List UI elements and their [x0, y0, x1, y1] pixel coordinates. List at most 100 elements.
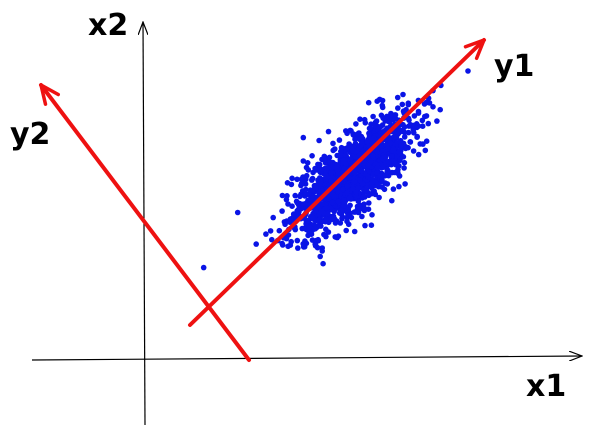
data-point	[357, 116, 363, 122]
data-point	[294, 208, 301, 214]
data-point	[373, 118, 380, 124]
data-point	[401, 165, 407, 171]
data-point	[407, 121, 414, 128]
data-point	[437, 106, 444, 113]
data-point	[382, 154, 389, 160]
y1-axis	[188, 38, 486, 327]
data-point	[359, 213, 365, 220]
data-point	[423, 113, 430, 119]
data-point	[299, 225, 306, 232]
data-point	[400, 91, 406, 98]
data-point	[410, 148, 417, 154]
data-point	[328, 216, 335, 223]
data-point	[306, 224, 312, 230]
data-point	[399, 101, 406, 108]
data-point	[334, 163, 340, 170]
data-point	[411, 130, 417, 136]
data-point	[319, 201, 325, 207]
data-point	[317, 168, 324, 175]
x1-label: x1	[526, 369, 566, 404]
data-point	[325, 128, 332, 135]
data-point	[284, 193, 290, 199]
data-point	[279, 208, 285, 214]
data-point	[392, 112, 398, 118]
data-point	[304, 160, 311, 166]
data-point	[421, 101, 428, 107]
data-point	[414, 133, 421, 140]
data-point	[365, 174, 371, 180]
data-point	[345, 212, 352, 218]
x2-label: x2	[88, 8, 128, 43]
data-point	[330, 147, 337, 154]
data-point	[325, 229, 332, 235]
data-point	[365, 143, 372, 149]
data-point	[234, 209, 241, 216]
data-point	[289, 175, 295, 182]
data-point	[319, 248, 326, 254]
data-point	[394, 94, 401, 101]
data-point	[362, 222, 368, 229]
data-point	[270, 214, 277, 221]
data-point	[401, 108, 408, 114]
data-point	[341, 165, 348, 172]
x1-axis	[31, 356, 582, 360]
data-point	[359, 135, 366, 142]
data-point	[401, 124, 408, 130]
data-point	[395, 105, 401, 111]
data-point	[351, 228, 358, 235]
data-point	[376, 194, 382, 201]
data-point	[331, 193, 337, 199]
data-point-cloud	[200, 68, 471, 271]
data-point	[329, 199, 336, 206]
data-point	[285, 201, 291, 207]
data-point	[369, 178, 376, 185]
data-point	[385, 145, 391, 152]
data-point	[401, 159, 408, 166]
data-point	[288, 181, 295, 188]
data-point	[312, 165, 318, 172]
data-point	[309, 176, 316, 182]
data-point	[276, 227, 283, 234]
data-point	[374, 170, 380, 176]
data-point	[406, 117, 412, 123]
data-point	[347, 156, 354, 162]
data-point	[305, 218, 311, 224]
data-point	[297, 193, 303, 200]
data-point	[343, 161, 349, 168]
data-point	[312, 241, 319, 247]
data-point	[300, 241, 307, 247]
data-point	[369, 212, 375, 218]
data-point	[426, 100, 433, 106]
data-point	[396, 183, 402, 190]
data-point	[309, 153, 315, 159]
data-point	[381, 186, 388, 193]
data-point	[279, 242, 286, 248]
data-point	[349, 147, 356, 154]
data-point	[324, 165, 331, 171]
data-point	[308, 231, 315, 237]
data-point	[364, 184, 370, 191]
data-point	[345, 221, 352, 228]
data-point	[368, 158, 374, 165]
data-point	[370, 113, 376, 120]
data-point	[434, 118, 440, 124]
data-point	[324, 205, 330, 211]
data-point	[379, 97, 386, 104]
data-point	[321, 156, 328, 162]
data-point	[324, 210, 331, 217]
data-point	[415, 151, 422, 158]
data-point	[345, 205, 352, 212]
data-point	[346, 175, 353, 181]
data-point	[335, 198, 342, 205]
y2-axis	[39, 83, 251, 362]
data-point	[392, 160, 399, 167]
data-point	[368, 222, 375, 228]
data-point	[320, 260, 326, 267]
data-point	[430, 104, 436, 110]
data-point	[390, 186, 397, 192]
data-point	[389, 197, 395, 204]
data-point	[355, 185, 361, 191]
data-point	[267, 228, 274, 234]
data-point	[328, 178, 334, 184]
data-point	[425, 120, 432, 127]
